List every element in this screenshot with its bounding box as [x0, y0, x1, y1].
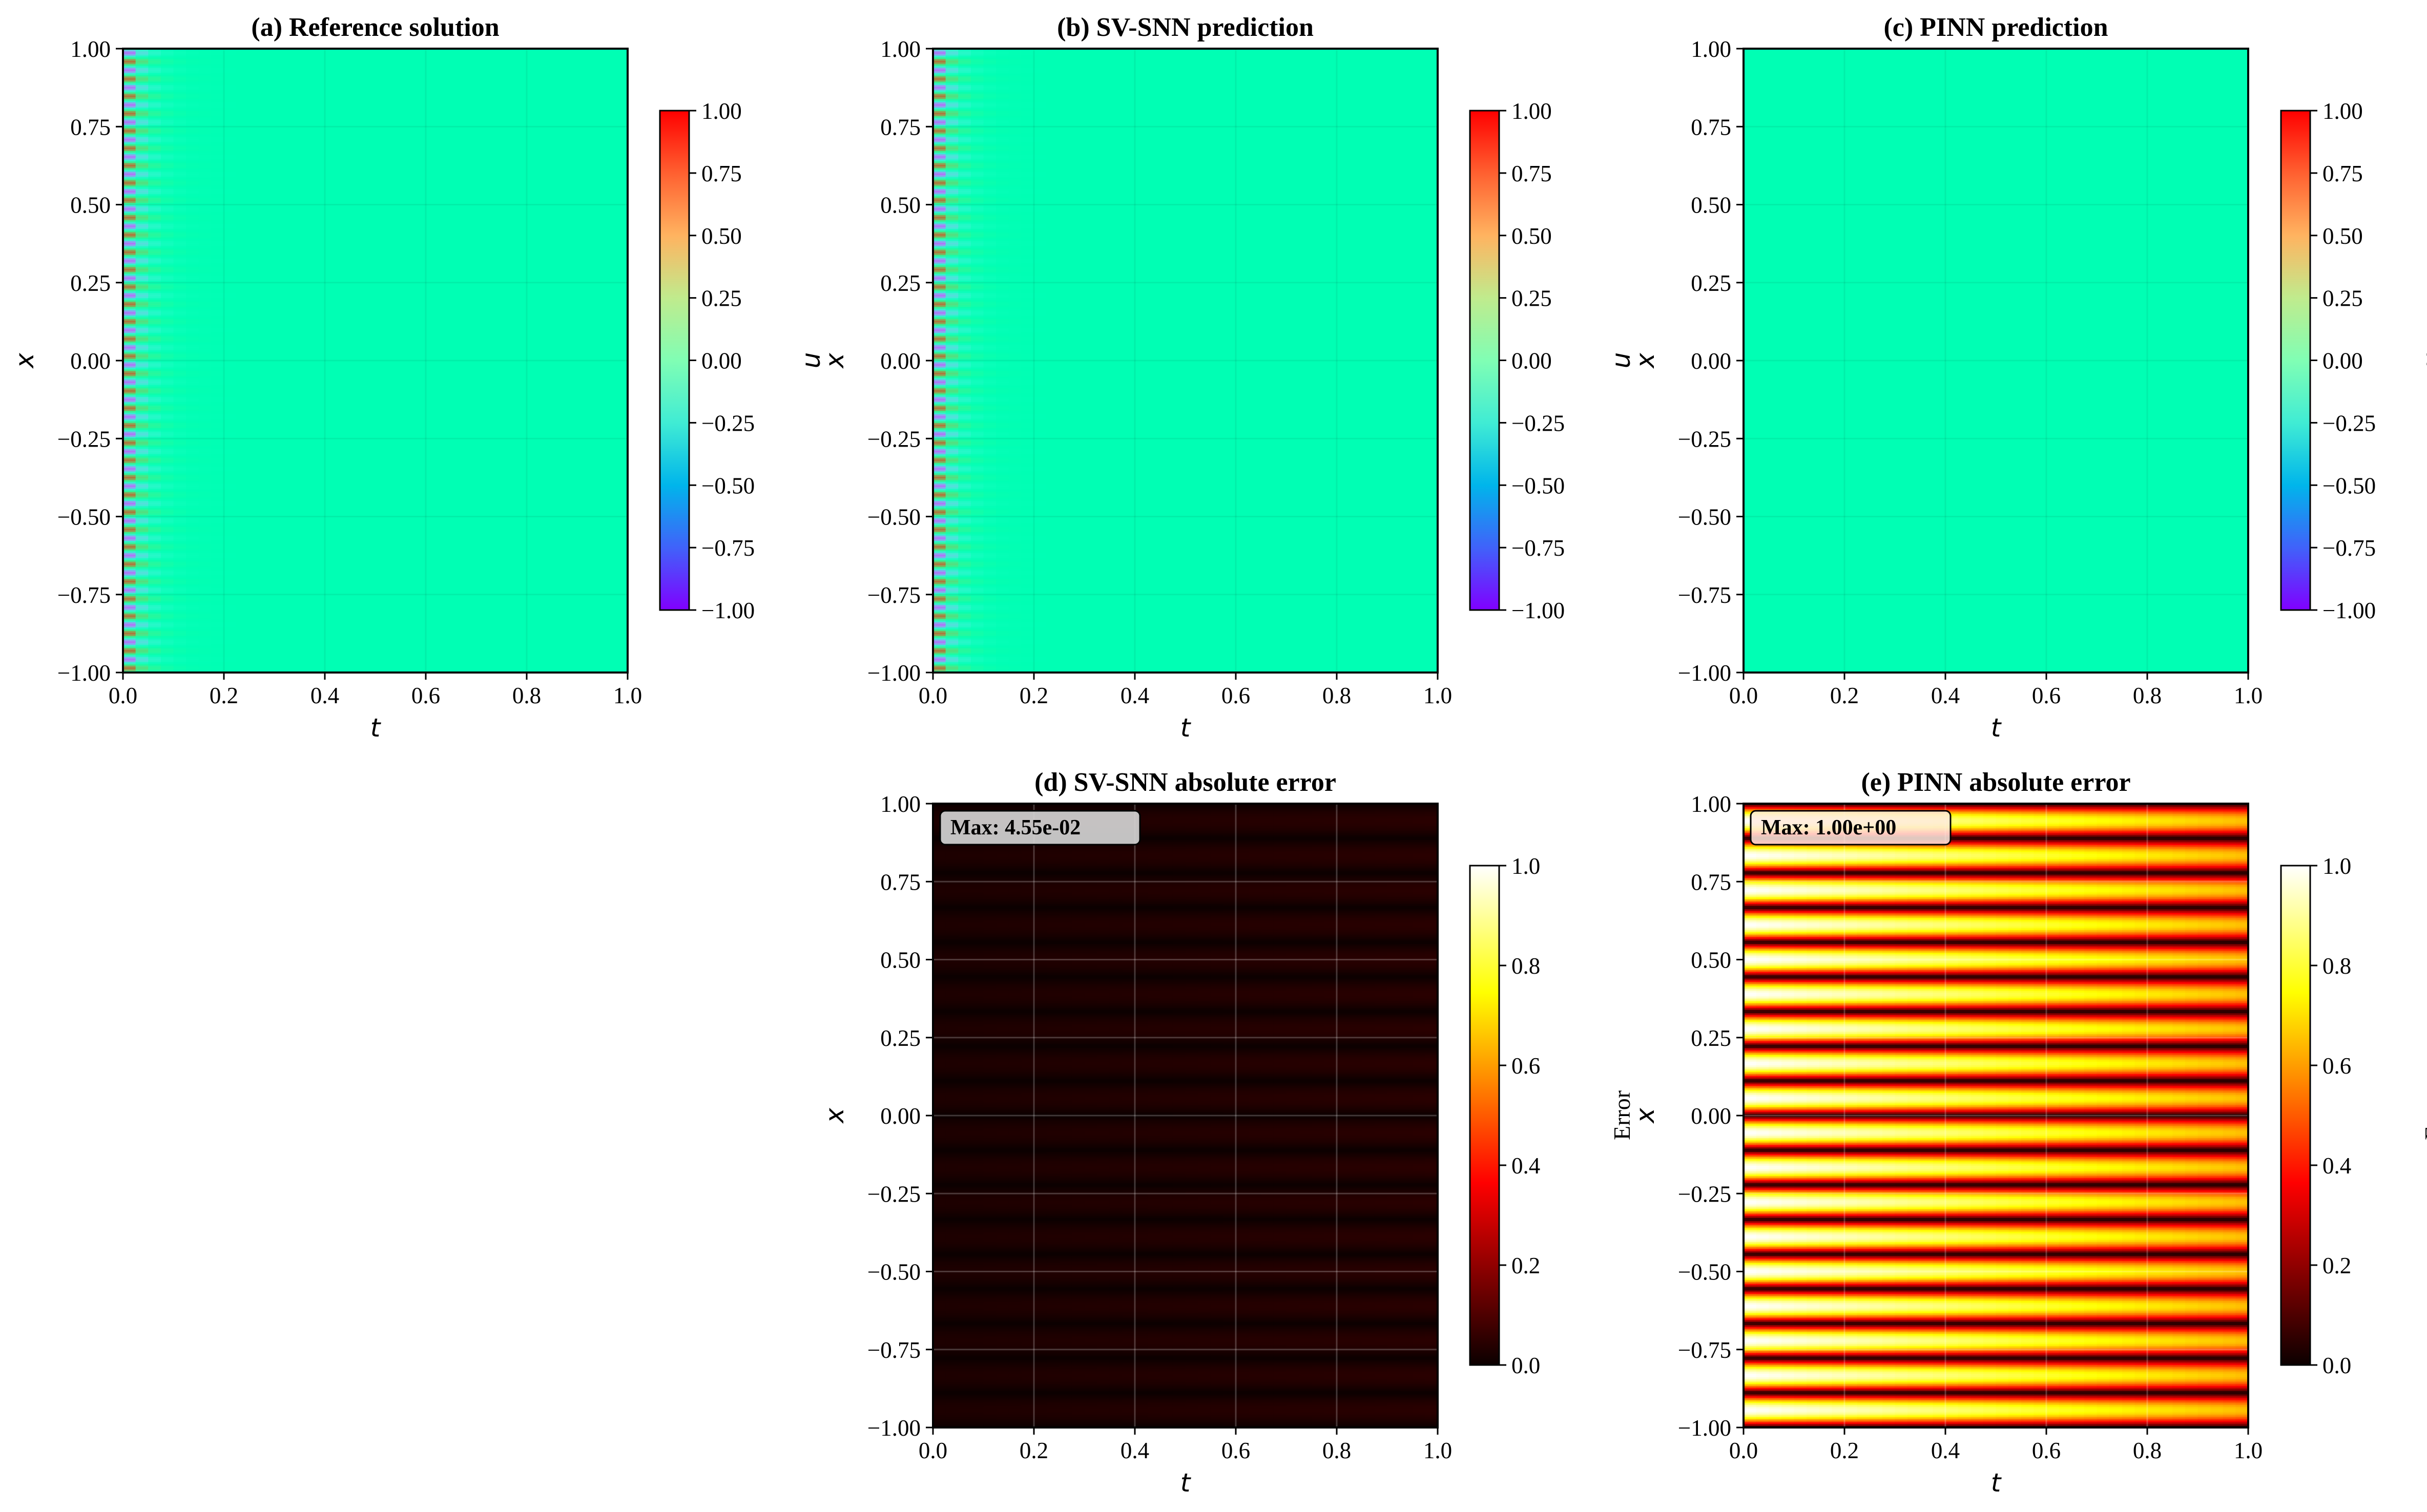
- panel-a: 0.0 0.2 0.4 0.6 0.8 1.01.000.750.500.250.00−0…: [10, 13, 826, 743]
